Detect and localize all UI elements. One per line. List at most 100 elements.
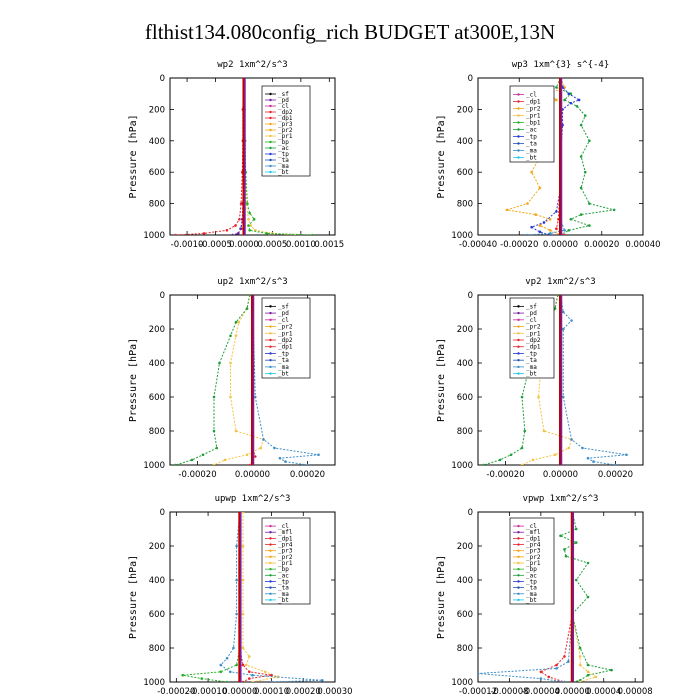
y-tick-label: 1000 bbox=[143, 231, 165, 241]
data-point bbox=[248, 228, 251, 232]
y-axis-label: Pressure [hPa] bbox=[128, 114, 139, 198]
data-point bbox=[539, 670, 543, 674]
y-tick-label: 600 bbox=[457, 610, 473, 620]
x-tick-label: 0.00000 bbox=[555, 687, 590, 697]
series-group bbox=[181, 512, 324, 682]
plot-frame bbox=[169, 77, 336, 236]
legend-marker bbox=[517, 567, 520, 571]
y-tick-label: 600 bbox=[149, 393, 165, 403]
panel-5: vpwp 1xm^2/s^3 Pressure [hPa] 0 200 400 600 80… bbox=[436, 494, 653, 697]
data-point bbox=[561, 310, 565, 314]
data-point bbox=[174, 233, 177, 235]
x-tick-label: 0.00030 bbox=[317, 687, 352, 697]
data-point bbox=[578, 655, 582, 658]
data-point bbox=[225, 228, 229, 232]
legend-label: _pr2 bbox=[278, 324, 293, 331]
data-point bbox=[248, 655, 251, 658]
legend-label: _ta bbox=[526, 585, 537, 592]
data-point bbox=[234, 334, 238, 338]
y-tick-label: 400 bbox=[457, 576, 473, 586]
legend-marker bbox=[269, 531, 272, 534]
y-tick-label: 0 bbox=[160, 74, 165, 84]
data-point bbox=[241, 578, 245, 582]
series-line bbox=[506, 78, 566, 235]
y-tick-label: 200 bbox=[457, 542, 473, 552]
legend-marker bbox=[517, 135, 520, 138]
y-tick-label: 800 bbox=[149, 644, 165, 654]
legend-marker bbox=[517, 156, 520, 159]
legend-label: _ac bbox=[278, 572, 289, 579]
data-point bbox=[569, 218, 573, 221]
data-point bbox=[241, 680, 245, 682]
legend-marker bbox=[517, 325, 520, 328]
y-tick-label: 800 bbox=[457, 427, 473, 437]
legend-label: _bt bbox=[278, 597, 289, 604]
legend-label: _pr2 bbox=[526, 106, 541, 113]
y-tick-label: 1000 bbox=[451, 678, 473, 688]
data-point bbox=[253, 395, 257, 399]
legend-marker bbox=[517, 372, 520, 375]
data-point bbox=[526, 202, 529, 205]
legend-label: _mfl bbox=[278, 529, 293, 536]
data-point bbox=[547, 675, 551, 679]
data-point bbox=[563, 548, 566, 551]
legend-marker bbox=[269, 98, 272, 102]
series-line bbox=[175, 78, 245, 235]
legend-marker bbox=[517, 574, 520, 577]
legend-marker bbox=[269, 325, 272, 328]
panel-title: wp3 1xm^{3} s^{-4} bbox=[512, 60, 610, 70]
x-tick-label: 0.0005 bbox=[258, 240, 288, 250]
data-point bbox=[212, 395, 216, 399]
legend-label: _sf bbox=[278, 303, 289, 310]
panel-1: wp3 1xm^{3} s^{-4} Pressure [hPa] 0 200 400 6… bbox=[436, 60, 661, 250]
legend-marker bbox=[269, 567, 272, 571]
data-point bbox=[555, 86, 558, 89]
data-point bbox=[259, 446, 263, 450]
legend-marker bbox=[517, 561, 520, 565]
data-point bbox=[625, 453, 628, 457]
legend-label: _pr3 bbox=[278, 548, 293, 555]
legend-label: _ta bbox=[278, 357, 289, 364]
data-point bbox=[246, 202, 249, 205]
legend-label: _bt bbox=[278, 371, 289, 378]
legend-marker bbox=[517, 549, 520, 552]
data-point bbox=[583, 114, 587, 117]
series-line bbox=[555, 78, 615, 235]
legend-label: _dp2 bbox=[526, 337, 541, 344]
legend-label: _dp2 bbox=[278, 109, 293, 116]
data-point bbox=[310, 233, 314, 235]
data-point bbox=[201, 453, 205, 457]
x-tick-label: 0.00020 bbox=[584, 240, 619, 250]
x-tick-label: 0.0010 bbox=[286, 240, 316, 250]
legend-marker bbox=[517, 305, 520, 308]
legend-label: _pr1 bbox=[526, 330, 541, 337]
y-tick-label: 0 bbox=[468, 74, 473, 84]
data-point bbox=[574, 541, 578, 544]
panel-3: vp2 1xm^2/s^3 Pressure [hPa] 0 200 400 600 800… bbox=[436, 277, 644, 480]
data-point bbox=[567, 92, 571, 95]
y-tick-label: 200 bbox=[149, 542, 165, 552]
legend-marker bbox=[517, 555, 520, 559]
legend-marker bbox=[269, 134, 272, 138]
legend-label: _dp1 bbox=[526, 535, 541, 542]
legend-label: _cl bbox=[278, 317, 289, 324]
legend-marker bbox=[269, 332, 272, 335]
legend-label: _tp bbox=[278, 350, 289, 357]
data-point bbox=[202, 232, 206, 235]
data-point bbox=[241, 663, 245, 667]
legend-marker bbox=[517, 586, 520, 589]
data-point bbox=[245, 307, 249, 310]
data-point bbox=[231, 233, 234, 235]
data-point bbox=[236, 232, 240, 235]
legend-marker bbox=[269, 358, 272, 362]
data-point bbox=[586, 670, 590, 674]
data-point bbox=[530, 170, 533, 174]
data-point bbox=[248, 670, 251, 674]
legend-label: _ac bbox=[526, 127, 537, 134]
y-tick-label: 400 bbox=[149, 576, 165, 586]
legend-label: _tp bbox=[278, 151, 289, 158]
data-point bbox=[248, 677, 251, 680]
y-tick-label: 600 bbox=[149, 610, 165, 620]
